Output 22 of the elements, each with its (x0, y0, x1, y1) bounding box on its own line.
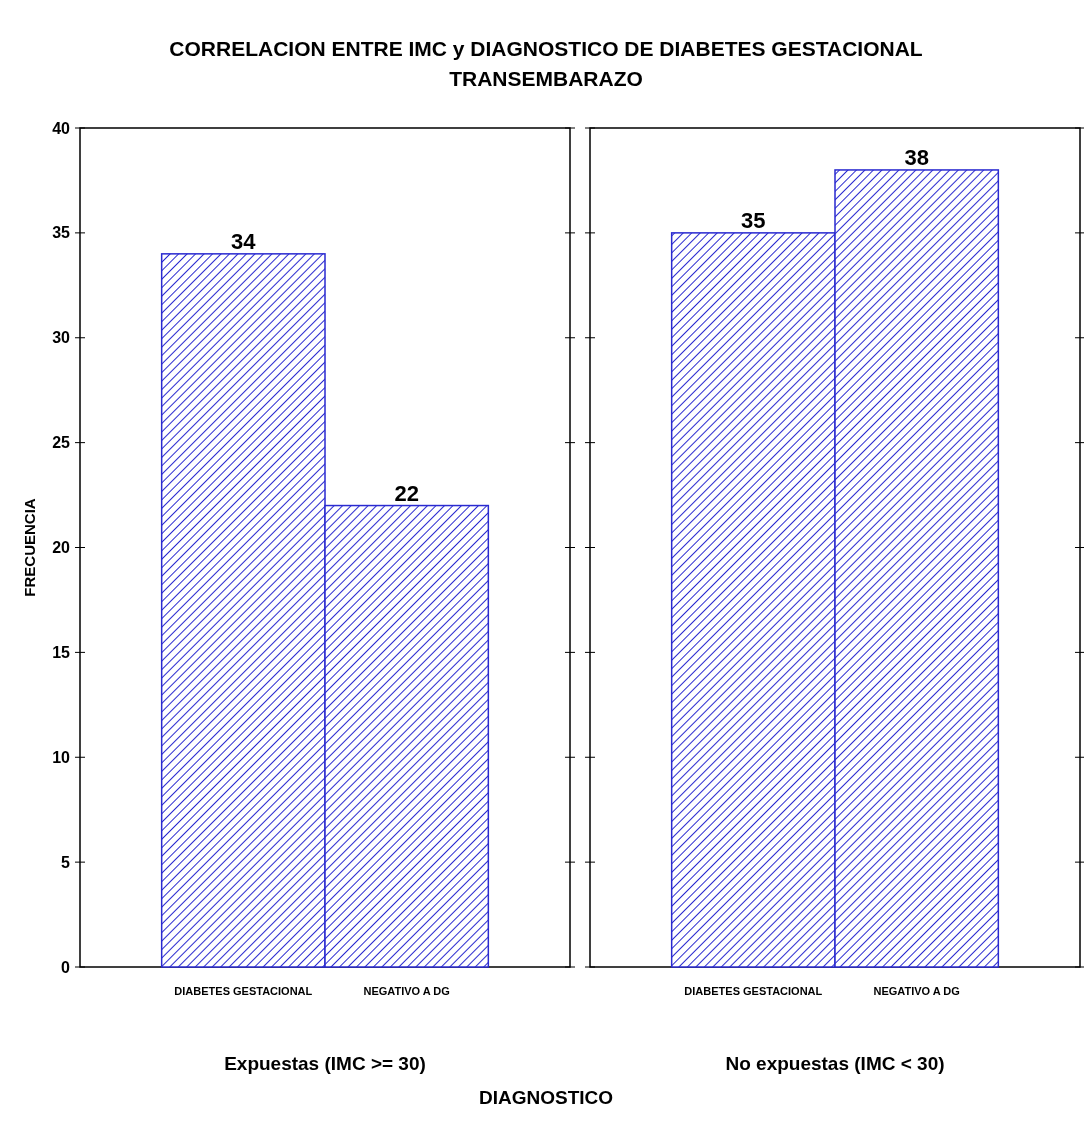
y-axis-title: FRECUENCIA (21, 498, 38, 597)
data-label: 34 (231, 228, 257, 254)
y-tick-label: 0 (61, 958, 71, 976)
y-tick-label: 15 (52, 643, 71, 661)
y-tick-label: 30 (52, 329, 71, 347)
y-tick-label: 10 (52, 748, 71, 766)
x-axis-title: No expuestas (IMC < 30) (725, 1053, 945, 1074)
x-tick-label: NEGATIVO A DG (363, 985, 450, 997)
data-label: 35 (741, 207, 766, 233)
text: DIAGNOSTICO (478, 1087, 614, 1108)
y-tick-label: 20 (52, 539, 71, 557)
data-label: 22 (394, 480, 419, 506)
y-tick-label: 5 (61, 853, 71, 871)
data-label: 38 (904, 144, 929, 170)
y-tick-label: 35 (52, 224, 71, 242)
x-tick-label: DIABETES GESTACIONAL (684, 985, 823, 997)
x-tick-label: NEGATIVO A DG (873, 985, 960, 997)
x-axis-title: Expuestas (IMC >= 30) (224, 1053, 426, 1074)
x-tick-label: DIABETES GESTACIONAL (174, 985, 313, 997)
chart-title: CORRELACION ENTRE IMC y DIAGNOSTICO DE DIABETES GESTACIONAL TRANSEMBARAZO (169, 37, 923, 90)
y-tick-label: 40 (52, 119, 71, 137)
y-tick-label: 25 (52, 434, 71, 452)
